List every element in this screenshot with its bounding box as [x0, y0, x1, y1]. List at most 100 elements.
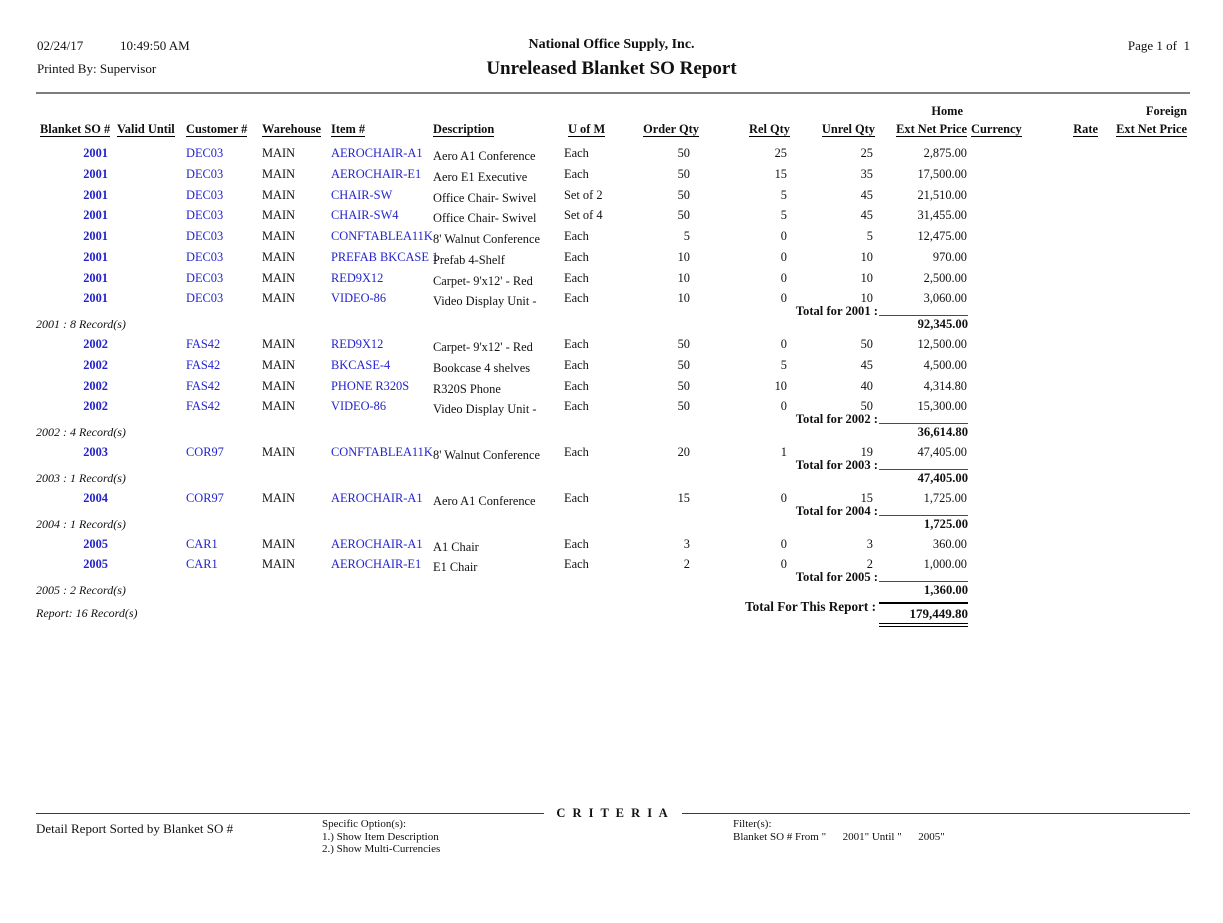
- criteria-options-title: Specific Option(s):: [322, 818, 407, 830]
- group-total-row: 2005 : 2 Record(s) Total for 2005 : 1,36…: [0, 570, 1223, 601]
- cell-item: RED9X12: [331, 337, 384, 351]
- cell-blanket-so: 2002: [83, 357, 108, 372]
- col-uom-label: U of M: [568, 122, 606, 137]
- cell-uom: Each: [564, 249, 589, 264]
- cell-order-qty: 10: [677, 249, 690, 264]
- col-blanket-so: Blanket SO #: [40, 122, 111, 137]
- cell-customer: DEC03: [186, 229, 224, 243]
- cell-rel-qty: 0: [780, 536, 787, 551]
- col-warehouse-label: Warehouse: [262, 122, 321, 137]
- cell-ext-net-price: 12,475.00: [917, 229, 967, 243]
- cell-rel-qty: 5: [780, 187, 787, 202]
- criteria-section: C R I T E R I A Detail Report Sorted by …: [0, 802, 1223, 882]
- cell-customer: COR97: [186, 445, 224, 459]
- cell-item: BKCASE-4: [331, 357, 391, 372]
- cell-unrel-qty: 50: [860, 399, 873, 414]
- cell-description: Video Display Unit -: [433, 402, 537, 417]
- col-item: Item #: [331, 122, 366, 137]
- cell-blanket-so: 2001: [83, 291, 108, 306]
- cell-rel-qty: 10: [774, 378, 787, 393]
- criteria-sort-text: Detail Report Sorted by Blanket SO #: [36, 821, 234, 836]
- table-row: 2001 DEC03 MAIN RED9X12 Carpet- 9'x12' -…: [0, 269, 1223, 290]
- cell-customer: FAS42: [186, 357, 221, 372]
- cell-warehouse: MAIN: [262, 357, 296, 372]
- company-name: National Office Supply, Inc.: [528, 37, 695, 52]
- cell-uom: Each: [564, 337, 589, 351]
- cell-blanket-so: 2005: [83, 536, 108, 551]
- col-ext-net-price-foreign-label: Ext Net Price: [1116, 122, 1187, 137]
- cell-rel-qty: 5: [780, 208, 787, 223]
- cell-customer: FAS42: [186, 399, 221, 414]
- cell-customer: CAR1: [186, 557, 218, 572]
- col-description: Description: [433, 122, 495, 137]
- criteria-heading: C R I T E R I A: [556, 806, 670, 820]
- group-total-value: 1,725.00: [879, 514, 968, 532]
- cell-uom: Each: [564, 270, 589, 285]
- cell-unrel-qty: 10: [860, 249, 873, 264]
- table-row: 2004 COR97 MAIN AEROCHAIR-A1 Aero A1 Con…: [0, 489, 1223, 510]
- table-row: 2002 FAS42 MAIN VIDEO-86 Video Display U…: [0, 397, 1223, 418]
- cell-uom: Each: [564, 445, 589, 459]
- cell-ext-net-price: 2,500.00: [923, 270, 967, 285]
- criteria-filters-title: Filter(s):: [733, 818, 772, 830]
- cell-order-qty: 50: [677, 378, 690, 393]
- table-row: 2003 COR97 MAIN CONFTABLEA11K 8' Walnut …: [0, 443, 1223, 464]
- cell-ext-net-price: 1,000.00: [923, 557, 967, 572]
- cell-uom: Each: [564, 229, 589, 243]
- cell-warehouse: MAIN: [262, 249, 296, 264]
- cell-rel-qty: 0: [780, 229, 787, 243]
- col-unrel-qty: Unrel Qty: [795, 122, 875, 137]
- header-divider: [36, 92, 1190, 94]
- cell-unrel-qty: 15: [860, 490, 873, 505]
- group-total-row: 2002 : 4 Record(s) Total for 2002 : 36,6…: [0, 412, 1223, 443]
- cell-rel-qty: 0: [780, 270, 787, 285]
- cell-rel-qty: 0: [780, 557, 787, 572]
- cell-customer: DEC03: [186, 208, 224, 223]
- cell-order-qty: 20: [677, 445, 690, 459]
- cell-warehouse: MAIN: [262, 536, 296, 551]
- cell-uom: Each: [564, 536, 589, 551]
- col-ext-net-price-foreign: Ext Net Price: [1097, 122, 1187, 137]
- col-ext-net-price-home-label: Ext Net Price: [896, 122, 967, 137]
- table-row: 2005 CAR1 MAIN AEROCHAIR-A1 A1 Chair Eac…: [0, 535, 1223, 556]
- col-currency-label: Currency: [971, 122, 1022, 137]
- criteria-divider: C R I T E R I A: [36, 806, 1190, 821]
- cell-uom: Each: [564, 146, 589, 160]
- cell-uom: Set of 2: [564, 187, 603, 202]
- col-currency: Currency: [971, 122, 1022, 137]
- group-record-count: 2001 : 8 Record(s): [36, 317, 126, 331]
- cell-order-qty: 50: [677, 208, 690, 223]
- cell-unrel-qty: 45: [860, 357, 873, 372]
- criteria-filters: Filter(s): Blanket SO # From " 2001" Unt…: [733, 818, 945, 843]
- cell-uom: Each: [564, 291, 589, 306]
- cell-unrel-qty: 40: [860, 378, 873, 393]
- cell-description: Aero E1 Executive: [433, 169, 528, 184]
- cell-warehouse: MAIN: [262, 229, 296, 243]
- cell-blanket-so: 2001: [83, 270, 108, 285]
- criteria-line-right: [681, 813, 1190, 814]
- cell-warehouse: MAIN: [262, 166, 296, 181]
- cell-item: PREFAB BKCASE 1: [331, 249, 439, 264]
- group-total-label: Total for 2001 :: [795, 304, 878, 318]
- col-blanket-so-label: Blanket SO #: [40, 122, 111, 137]
- cell-ext-net-price: 47,405.00: [917, 445, 967, 459]
- cell-ext-net-price: 21,510.00: [917, 187, 967, 202]
- cell-order-qty: 2: [683, 557, 690, 572]
- column-header-row: Home Foreign Blanket SO # Valid Until Cu…: [0, 96, 1223, 144]
- col-rel-qty-label: Rel Qty: [749, 122, 790, 137]
- cell-rel-qty: 25: [774, 146, 787, 160]
- cell-warehouse: MAIN: [262, 557, 296, 572]
- cell-item: AEROCHAIR-A1: [331, 536, 423, 551]
- cell-customer: DEC03: [186, 187, 224, 202]
- cell-ext-net-price: 4,500.00: [923, 357, 967, 372]
- cell-item: VIDEO-86: [331, 399, 387, 414]
- cell-customer: DEC03: [186, 146, 224, 160]
- cell-ext-net-price: 360.00: [932, 536, 967, 551]
- cell-ext-net-price: 15,300.00: [917, 399, 967, 414]
- col-foreign-caption: Foreign: [1145, 104, 1187, 118]
- cell-ext-net-price: 1,725.00: [923, 490, 967, 505]
- cell-unrel-qty: 3: [866, 536, 873, 551]
- criteria-options: Specific Option(s): 1.) Show Item Descri…: [322, 818, 440, 856]
- group-record-count: 2004 : 1 Record(s): [36, 516, 126, 531]
